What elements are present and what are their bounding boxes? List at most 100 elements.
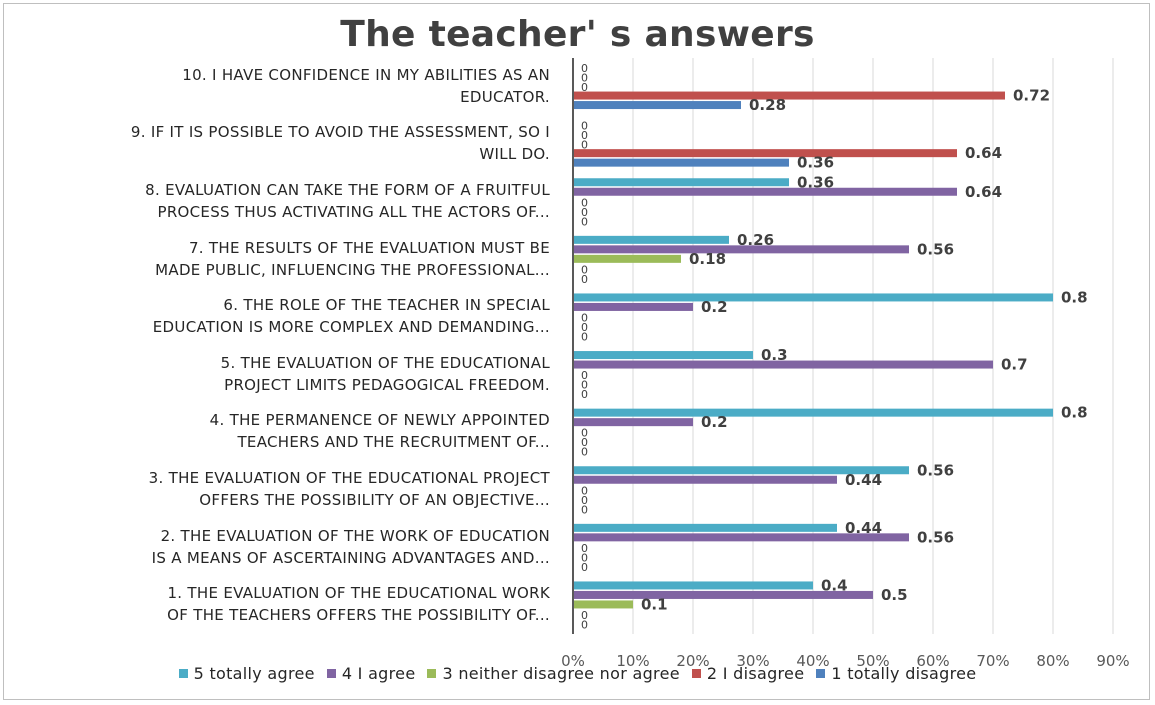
x-tick-label: 70% <box>976 652 1009 670</box>
data-label: 0.18 <box>689 250 726 268</box>
bar <box>573 254 681 263</box>
bar <box>573 149 957 158</box>
category-label-line: 9. IF IT IS POSSIBLE TO AVOID THE ASSESS… <box>130 123 550 142</box>
bar <box>573 408 1053 417</box>
legend-item: 1 totally disagree <box>816 664 976 683</box>
bar <box>573 360 993 369</box>
legend-item: 3 neither disagree nor agree <box>427 664 680 683</box>
legend-item: 5 totally agree <box>178 664 315 683</box>
legend-label: 4 I agree <box>341 664 416 683</box>
data-label: 0.26 <box>737 231 774 249</box>
data-label: 0.5 <box>881 586 908 604</box>
x-tick-label: 0% <box>561 652 585 670</box>
legend-swatch <box>427 669 437 678</box>
x-tick-label: 30% <box>736 652 769 670</box>
category-label: 9. IF IT IS POSSIBLE TO AVOID THE ASSESS… <box>8 121 550 165</box>
bar <box>573 466 909 475</box>
bar <box>573 235 729 244</box>
legend-swatch <box>816 669 826 678</box>
bar <box>573 418 693 427</box>
data-label-zero: 0 <box>581 436 588 449</box>
data-label: 0.56 <box>917 528 954 546</box>
bar <box>573 600 633 609</box>
category-label-line: 4. THE PERMANENCE OF NEWLY APPOINTED <box>209 411 550 430</box>
data-label: 0.64 <box>965 144 1002 162</box>
legend-label: 2 I disagree <box>706 664 805 683</box>
category-label-line: OFFERS THE POSSIBILITY OF AN OBJECTIVE..… <box>199 491 550 509</box>
data-label: 0.44 <box>845 519 882 537</box>
data-label-zero: 0 <box>581 494 588 507</box>
data-label-zero: 0 <box>581 379 588 392</box>
data-label: 0.28 <box>749 96 786 114</box>
category-label: 8. EVALUATION CAN TAKE THE FORM OF A FRU… <box>8 179 550 223</box>
data-label-zero: 0 <box>581 206 588 219</box>
data-label: 0.44 <box>845 471 882 489</box>
legend-item: 4 I agree <box>326 664 416 683</box>
category-label-line: 10. I HAVE CONFIDENCE IN MY ABILITIES AS… <box>182 65 550 84</box>
data-label-zero: 0 <box>581 321 588 334</box>
legend-label: 3 neither disagree nor agree <box>442 664 680 683</box>
category-label-line: WILL DO. <box>479 145 550 164</box>
category-label: 1. THE EVALUATION OF THE EDUCATIONAL WOR… <box>8 582 550 626</box>
data-label: 0.56 <box>917 461 954 479</box>
x-tick-label: 10% <box>616 652 649 670</box>
data-label-zero: 0 <box>581 263 588 276</box>
data-label: 0.8 <box>1061 288 1088 306</box>
category-label-line: IS A MEANS OF ASCERTAINING ADVANTAGES AN… <box>151 548 550 567</box>
data-label: 0.2 <box>701 298 728 316</box>
data-label: 0.56 <box>917 240 954 258</box>
data-label-zero: 0 <box>581 196 588 209</box>
category-label-line: MADE PUBLIC, INFLUENCING THE PROFESSIONA… <box>155 260 550 279</box>
category-label-line: 6. THE ROLE OF THE TEACHER IN SPECIAL <box>223 296 550 315</box>
data-label: 0.64 <box>965 183 1002 201</box>
bar <box>573 302 693 311</box>
category-label-line: 3. THE EVALUATION OF THE EDUCATIONAL PRO… <box>148 469 550 487</box>
data-label: 0.2 <box>701 413 728 431</box>
data-label: 0.36 <box>797 154 834 172</box>
category-label-line: PROCESS THUS ACTIVATING ALL THE ACTORS O… <box>157 203 550 221</box>
bar <box>573 581 813 590</box>
bar <box>573 91 1005 100</box>
x-tick-label: 60% <box>916 652 949 670</box>
legend-swatch <box>691 669 701 678</box>
data-label-zero: 0 <box>581 542 588 555</box>
chart-title: The teacher' s answers <box>340 14 815 55</box>
bar <box>573 533 909 542</box>
data-label-zero: 0 <box>581 62 588 75</box>
data-label-zero: 0 <box>581 388 588 401</box>
data-label-zero: 0 <box>581 273 588 286</box>
data-label-zero: 0 <box>581 484 588 497</box>
bar <box>573 178 789 187</box>
category-label: 3. THE EVALUATION OF THE EDUCATIONAL PRO… <box>8 467 550 511</box>
x-tick-label: 40% <box>796 652 829 670</box>
legend-label: 5 totally agree <box>193 664 315 683</box>
x-tick-label: 20% <box>676 652 709 670</box>
category-label: 2. THE EVALUATION OF THE WORK OF EDUCATI… <box>8 525 550 569</box>
x-tick-label: 80% <box>1036 652 1069 670</box>
bar <box>573 293 1053 302</box>
category-label: 4. THE PERMANENCE OF NEWLY APPOINTED TEAC… <box>8 409 550 453</box>
category-label-line: 2. THE EVALUATION OF THE WORK OF EDUCATI… <box>160 526 550 545</box>
category-label-line: 5. THE EVALUATION OF THE EDUCATIONAL <box>220 353 550 372</box>
data-label: 0.36 <box>797 173 834 191</box>
data-label-zero: 0 <box>581 609 588 622</box>
category-label-line: 8. EVALUATION CAN TAKE THE FORM OF A FRU… <box>145 181 550 199</box>
category-label: 5. THE EVALUATION OF THE EDUCATIONAL PROJ… <box>8 352 550 396</box>
bar <box>573 187 957 196</box>
data-label-zero: 0 <box>581 129 588 142</box>
category-label-line: 1. THE EVALUATION OF THE EDUCATIONAL WOR… <box>167 584 550 603</box>
bar <box>573 245 909 254</box>
category-label-line: EDUCATION IS MORE COMPLEX AND DEMANDING.… <box>152 318 550 337</box>
data-label-zero: 0 <box>581 139 588 152</box>
data-label: 0.1 <box>641 595 668 613</box>
bar <box>573 590 873 599</box>
legend-swatch <box>178 669 188 678</box>
data-label-zero: 0 <box>581 427 588 440</box>
data-label-zero: 0 <box>581 369 588 382</box>
data-label-zero: 0 <box>581 120 588 133</box>
category-label-line: OF THE TEACHERS OFFERS THE POSSIBILITY O… <box>167 606 550 625</box>
data-label-zero: 0 <box>581 503 588 516</box>
x-tick-label: 50% <box>856 652 889 670</box>
category-label: 10. I HAVE CONFIDENCE IN MY ABILITIES AS… <box>8 64 550 108</box>
